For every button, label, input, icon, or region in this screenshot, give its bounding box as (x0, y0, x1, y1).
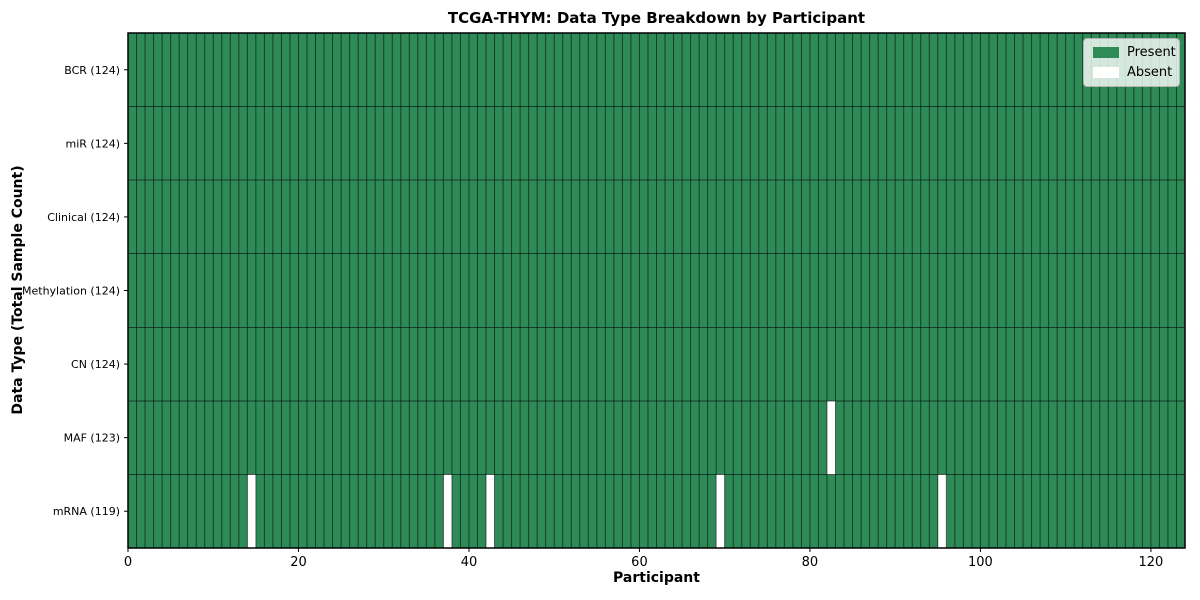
legend-swatch-present-icon (1093, 47, 1119, 58)
absent-cell (443, 474, 452, 548)
x-tick-label: 40 (461, 555, 478, 570)
y-tick-label: BCR (124) (64, 64, 120, 77)
legend-label-absent: Absent (1127, 65, 1173, 80)
x-axis-label: Participant (613, 570, 700, 586)
x-tick-label: 80 (802, 555, 819, 570)
y-tick-label: CN (124) (71, 358, 120, 371)
absent-cell (486, 474, 495, 548)
y-tick-label: MAF (123) (64, 432, 120, 445)
absent-cell (716, 474, 725, 548)
y-tick-label: Clinical (124) (47, 211, 120, 224)
x-tick-label: 100 (968, 555, 993, 570)
legend: Present Absent (1083, 38, 1180, 87)
x-tick-label: 20 (290, 555, 307, 570)
absent-cell (247, 474, 256, 548)
x-tick-label: 120 (1138, 555, 1163, 570)
y-tick-label: miR (124) (66, 137, 121, 150)
absent-cell (937, 474, 947, 548)
absent-cell (826, 400, 836, 475)
legend-label-present: Present (1127, 45, 1176, 60)
y-axis-label: Data Type (Total Sample Count) (10, 165, 26, 415)
x-tick-label: 60 (631, 555, 648, 570)
legend-entry-present: Present (1093, 45, 1176, 60)
y-tick-label: Methylation (124) (22, 285, 120, 298)
chart-title: TCGA-THYM: Data Type Breakdown by Partic… (447, 9, 866, 27)
x-tick-label: 0 (124, 555, 132, 570)
y-tick-label: mRNA (119) (53, 505, 120, 518)
legend-swatch-absent-icon (1093, 67, 1119, 78)
legend-entry-absent: Absent (1093, 65, 1173, 80)
